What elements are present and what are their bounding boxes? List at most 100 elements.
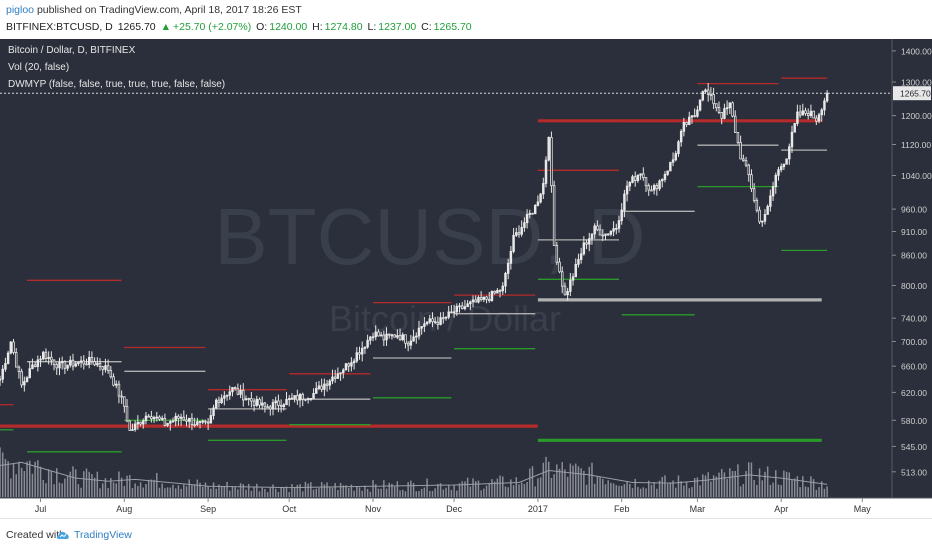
candle-body [763, 214, 767, 222]
publish-line: pigloo published on TradingView.com, Apr… [6, 4, 302, 16]
volume-bar [58, 482, 61, 497]
price-axis[interactable]: 1400.00 1300.00 1200.00 1120.00 1040.00 960.0… [891, 39, 932, 498]
volume-bar [110, 477, 112, 497]
volume-bar [488, 482, 490, 497]
candle-body [750, 174, 753, 190]
candle-body [209, 415, 213, 424]
volume-bar [101, 483, 104, 497]
last-price-tag [893, 86, 931, 101]
volume-bar [288, 492, 290, 497]
volume-bar [126, 475, 128, 497]
volume-bar [277, 491, 280, 497]
volume-bar [518, 484, 520, 497]
candle-body [790, 131, 794, 148]
volume-bar [207, 486, 209, 497]
price-tick-label: 545.00 [901, 442, 927, 452]
volume-bar [793, 478, 796, 497]
volume-bar [577, 466, 580, 497]
volume-bar [602, 478, 604, 497]
chart-container[interactable]: BTCUSD, D Bitcoin / Dollar 1400.00 1300.0… [0, 39, 932, 514]
plot-area[interactable] [0, 39, 892, 498]
candle-body [417, 327, 421, 337]
volume-bar [818, 487, 820, 497]
volume-bar [380, 488, 382, 497]
volume-bar [391, 483, 393, 497]
volume-bar [542, 462, 545, 497]
volume-bar [399, 490, 401, 497]
candle-body [174, 415, 177, 422]
last-price-tag-label: 1265.70 [900, 89, 931, 99]
price-chart[interactable]: BTCUSD, D Bitcoin / Dollar 1400.001300.0… [0, 39, 932, 514]
volume-bar [345, 485, 347, 497]
candle-body [393, 334, 396, 338]
tradingview-cloud-icon[interactable] [55, 528, 71, 542]
candle-body [412, 336, 415, 342]
volume-bar [650, 484, 653, 497]
volume-bar [723, 472, 726, 497]
candle-body [436, 321, 440, 325]
price-tick-label: 960.00 [901, 205, 927, 215]
candle-body [366, 339, 369, 348]
candle-body [428, 318, 432, 323]
volume-bar [588, 466, 591, 497]
candle-body [577, 259, 580, 265]
volume-bar [629, 483, 631, 497]
volume-bar [718, 472, 720, 497]
volume-bar [634, 478, 636, 497]
volume-bar [699, 485, 701, 497]
candle-body [755, 199, 759, 211]
created-with-label: Created with [6, 529, 65, 541]
time-tick-label: Aug [116, 504, 132, 514]
candle-body [258, 398, 261, 406]
candle-body [233, 387, 237, 390]
candle-body [198, 421, 202, 423]
tradingview-brand[interactable]: TradingView [74, 529, 132, 541]
candle-body [44, 351, 48, 360]
volume-bar [796, 476, 799, 497]
candle-body [66, 364, 69, 369]
volume-bar [826, 486, 828, 497]
volume-bar [261, 487, 263, 497]
volume-bar [247, 483, 250, 497]
volume-bar [523, 484, 526, 497]
candle-body [796, 111, 799, 124]
candle-body [347, 363, 350, 367]
volume-bar [512, 485, 515, 497]
volume-bar [631, 488, 634, 497]
volume-bar [31, 473, 34, 497]
symbol-label: BITFINEX:BTCUSD, D [6, 21, 113, 33]
candle-body [20, 371, 23, 386]
volume-bar [445, 487, 447, 497]
candle-body [60, 361, 64, 364]
volume-bar [707, 472, 709, 497]
price-tick-label: 1040.00 [901, 171, 932, 181]
candle-body [658, 180, 661, 190]
candle-body [317, 385, 321, 389]
candle-body [4, 363, 7, 370]
candle-body [488, 298, 491, 302]
volume-bar [483, 488, 485, 497]
volume-bar [583, 470, 585, 497]
volume-bar [612, 483, 615, 497]
candle-body [685, 122, 688, 125]
low-label: L: [367, 21, 377, 33]
volume-bar [688, 488, 691, 497]
volume-bar [815, 489, 818, 497]
volume-bar [507, 487, 509, 497]
volume-bar [28, 460, 31, 497]
watermark-symbol: BTCUSD, D [214, 192, 645, 281]
volume-bar [64, 478, 66, 497]
volume-bar [1, 452, 4, 497]
volume-bar [691, 487, 693, 497]
volume-bar [372, 480, 374, 497]
volume-bar [272, 484, 274, 497]
author-link[interactable]: pigloo [6, 4, 35, 16]
candle-body [655, 185, 659, 190]
volume-bar [56, 468, 58, 497]
open-label: O: [256, 21, 268, 33]
volume-bar [231, 486, 234, 497]
volume-bar [34, 461, 36, 497]
time-axis[interactable]: Jul Aug Sep Oct Nov Dec 2017 Feb Mar Apr May [0, 497, 932, 514]
candle-body [415, 335, 418, 338]
high-label: H: [312, 21, 323, 33]
